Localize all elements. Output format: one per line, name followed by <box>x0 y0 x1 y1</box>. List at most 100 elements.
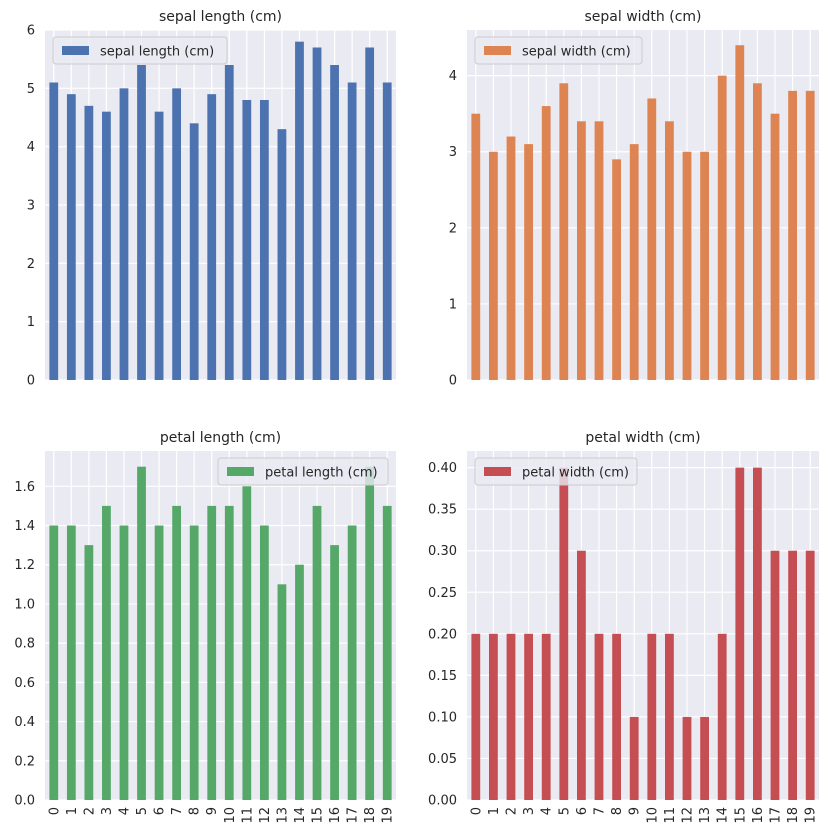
bar-0 <box>471 113 481 381</box>
y-tick-label: 5 <box>27 82 35 97</box>
bar-11 <box>665 121 674 380</box>
x-tick-label: 16 <box>751 807 766 824</box>
x-tick-label: 12 <box>258 807 273 824</box>
bar-7 <box>594 633 604 800</box>
legend: petal length (cm) <box>217 457 389 486</box>
bar-5 <box>137 466 146 800</box>
bar-0 <box>49 82 59 380</box>
bar-4 <box>541 106 551 380</box>
bar-15 <box>735 467 745 800</box>
bar-6 <box>154 525 164 800</box>
bar-6 <box>577 550 586 800</box>
bar-5 <box>559 467 569 800</box>
bar-1 <box>489 633 498 800</box>
y-tick-label: 0.35 <box>428 503 457 518</box>
y-tick-label: 0.15 <box>428 669 457 684</box>
bar-9 <box>207 505 217 800</box>
bar-10 <box>224 505 234 800</box>
x-tick-label: 0 <box>469 807 484 815</box>
legend-swatch <box>484 46 511 55</box>
panel-sepal-length: 0 1 2 3 4 5 6 sepal length (cm) sepal length (cm… <box>27 9 396 389</box>
bar-18 <box>788 90 797 380</box>
bar-5 <box>559 83 569 381</box>
y-tick-label: 4 <box>27 140 35 155</box>
bar-19 <box>805 550 815 800</box>
x-tick-label: 8 <box>610 807 625 815</box>
bar-4 <box>541 633 551 800</box>
axes-background <box>467 30 819 380</box>
bar-18 <box>788 550 797 800</box>
chart-title: sepal width (cm) <box>584 9 701 25</box>
legend-swatch <box>62 46 89 55</box>
bar-19 <box>382 505 392 800</box>
bar-13 <box>700 151 709 380</box>
bar-0 <box>49 525 59 800</box>
x-tick-label: 13 <box>698 807 713 824</box>
legend-label: sepal width (cm) <box>522 45 631 60</box>
x-tick-label: 3 <box>100 807 115 815</box>
bar-8 <box>189 525 199 800</box>
bar-12 <box>682 151 692 380</box>
x-tick-label: 2 <box>82 807 97 815</box>
bar-15 <box>735 45 745 380</box>
bar-1 <box>66 525 76 800</box>
legend: sepal width (cm) <box>474 36 643 65</box>
bar-17 <box>347 82 357 380</box>
x-tick-label: 5 <box>135 807 150 815</box>
x-tick-label: 10 <box>223 807 238 824</box>
y-tick-label: 0.00 <box>428 794 457 809</box>
y-tick-label: 3 <box>449 145 457 160</box>
bar-15 <box>312 505 322 800</box>
bar-12 <box>259 525 269 800</box>
x-tick-label: 15 <box>733 807 748 824</box>
x-tick-label: 5 <box>557 807 572 815</box>
legend-box <box>474 457 638 486</box>
bar-9 <box>207 94 217 381</box>
bar-14 <box>717 633 727 800</box>
bar-12 <box>682 716 692 800</box>
bar-7 <box>172 88 182 380</box>
bar-8 <box>189 123 199 380</box>
bar-19 <box>382 82 392 380</box>
x-tick-label: 11 <box>240 807 255 824</box>
bar-6 <box>577 121 586 380</box>
bar-7 <box>172 505 182 800</box>
panel-petal-width: 0.000.050.100.150.200.250.300.350.400 1 2 3… <box>428 430 819 824</box>
bar-3 <box>102 111 111 381</box>
bar-16 <box>753 467 762 800</box>
y-tick-label: 0.05 <box>428 752 457 767</box>
y-tick-label: 1.2 <box>14 558 35 573</box>
bar-10 <box>647 98 657 380</box>
bar-16 <box>330 65 339 380</box>
y-tick-label: 1 <box>449 297 457 312</box>
y-tick-label: 0 <box>27 374 35 389</box>
y-tick-label: 1 <box>27 315 35 330</box>
y-tick-label: 2 <box>449 221 457 236</box>
y-tick-label: 0.0 <box>14 794 35 809</box>
x-tick-label: 10 <box>645 807 660 824</box>
bar-13 <box>277 584 287 800</box>
bar-11 <box>242 486 252 800</box>
bar-19 <box>805 90 815 380</box>
y-tick-label: 1.0 <box>14 597 35 612</box>
y-tick-label: 0.20 <box>428 627 457 642</box>
bar-1 <box>66 94 76 381</box>
bar-4 <box>119 88 129 380</box>
x-tick-label: 18 <box>786 807 801 824</box>
chart-title: petal width (cm) <box>585 430 700 446</box>
y-tick-label: 0 <box>449 374 457 389</box>
y-tick-label: 6 <box>27 24 35 39</box>
bar-17 <box>770 113 780 381</box>
y-tick-label: 0.25 <box>428 586 457 601</box>
x-tick-label: 9 <box>205 807 220 815</box>
x-tick-label: 19 <box>804 807 819 824</box>
x-tick-label: 1 <box>65 807 80 815</box>
x-tick-label: 12 <box>681 807 696 824</box>
panel-petal-length: 0.00.20.40.60.81.01.21.41.60 1 2 3 4 5 6 7 8 9 10 1… <box>14 430 396 824</box>
bar-10 <box>224 65 234 380</box>
legend: sepal length (cm) <box>52 36 228 65</box>
y-tick-label: 0.30 <box>428 544 457 559</box>
legend-swatch <box>484 467 511 476</box>
x-tick-label: 16 <box>328 807 343 824</box>
